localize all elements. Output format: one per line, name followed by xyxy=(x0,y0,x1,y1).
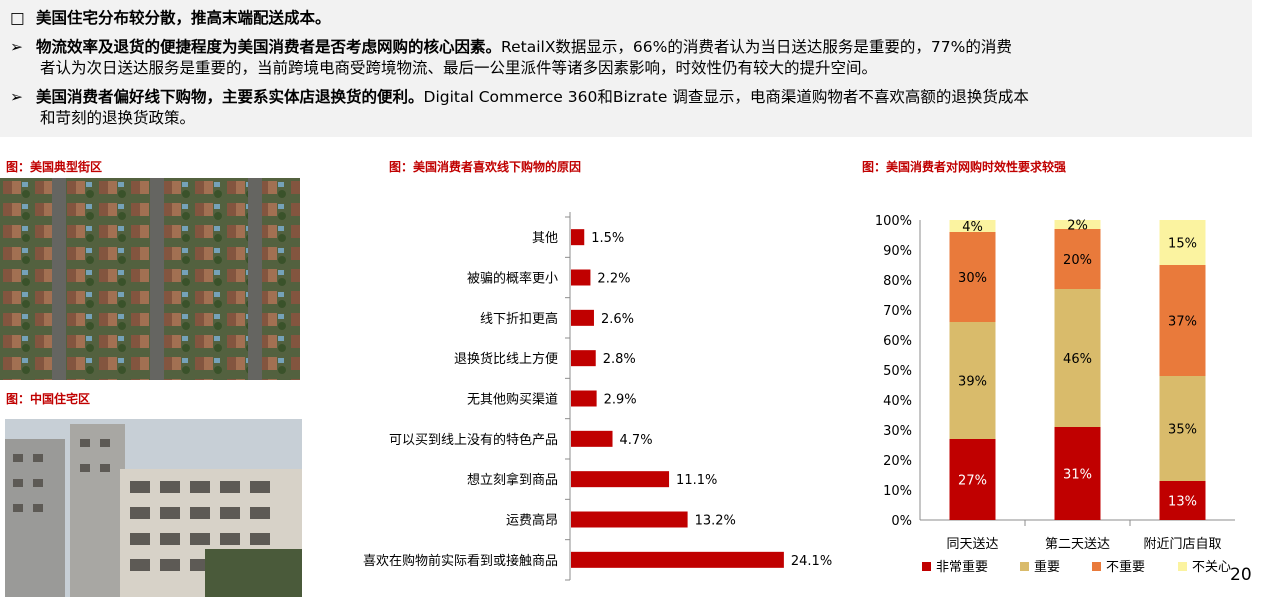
category-label: 第二天送达 xyxy=(1045,537,1110,552)
category-label: 同天送达 xyxy=(946,537,998,552)
legend-label: 非常重要 xyxy=(936,559,988,575)
summary-point-2-line-2: 和苛刻的退换货政策。 xyxy=(40,109,196,127)
category-label: 喜欢在购物前实际看到或接触商品 xyxy=(363,553,558,569)
segment-label: 46% xyxy=(1063,352,1092,367)
category-label: 其他 xyxy=(532,231,558,246)
cn-residential-photo xyxy=(5,419,302,597)
bar xyxy=(571,309,594,326)
y-tick-label: 90% xyxy=(883,244,912,259)
data-label: 1.5% xyxy=(591,231,624,246)
stacked-segment xyxy=(949,220,996,232)
data-label: 11.1% xyxy=(676,473,717,488)
segment-label: 31% xyxy=(1063,468,1092,483)
stacked-segment xyxy=(1054,289,1101,427)
legend-swatch xyxy=(922,562,931,571)
category-label: 无其他购买渠道 xyxy=(467,392,558,408)
y-tick-label: 40% xyxy=(883,394,912,409)
y-tick-label: 10% xyxy=(883,484,912,499)
segment-label: 35% xyxy=(1168,423,1197,438)
caption-offline-reasons: 图：美国消费者喜欢线下购物的原因 xyxy=(389,160,582,174)
category-label: 运费高昂 xyxy=(506,513,558,529)
summary-box: □ 美国住宅分布较分散，推高末端配送成本。 ➢ 物流效率及退货的便捷程度为美国消费者… xyxy=(0,0,1252,137)
y-tick-label: 100% xyxy=(875,214,912,229)
arrow-bullet-icon: ➢ xyxy=(10,38,23,56)
bar xyxy=(571,229,585,246)
timeliness-chart: 0% 10% 20% 30% 40% 50% 60% 70% 80% 90% 100% 27% 39% 3… xyxy=(875,214,1235,575)
category-label: 退换货比线上方便 xyxy=(454,351,558,367)
summary-point-1-line-2: 者认为次日送达服务是重要的，当前跨境电商受跨境物流、最后一公里派件等诸多因素影响… xyxy=(40,59,878,77)
y-tick-label: 0% xyxy=(891,514,912,529)
us-neighborhood-photo xyxy=(0,178,300,380)
data-label: 2.2% xyxy=(597,272,630,287)
stacked-segment xyxy=(949,322,996,439)
summary-point-2: ➢ 美国消费者偏好线下购物，主要系实体店退换货的便利。Digital Commer… xyxy=(10,88,1029,106)
bar xyxy=(571,471,670,488)
bar xyxy=(571,430,613,447)
category-label: 被骗的概率更小 xyxy=(467,271,558,287)
stacked-segment xyxy=(1159,265,1206,376)
data-label: 13.2% xyxy=(695,514,736,529)
y-tick-label: 80% xyxy=(883,274,912,289)
summary-point-1: ➢ 物流效率及退货的便捷程度为美国消费者是否考虑网购的核心因素。RetailX数据… xyxy=(10,38,1012,56)
segment-label: 20% xyxy=(1063,253,1092,268)
square-bullet-icon: □ xyxy=(10,9,25,27)
stacked-segment xyxy=(1054,220,1101,229)
legend-label: 不重要 xyxy=(1106,559,1145,575)
legend-swatch xyxy=(1092,562,1101,571)
segment-label: 39% xyxy=(958,375,987,390)
segment-label: 30% xyxy=(958,271,987,286)
y-tick-label: 70% xyxy=(883,304,912,319)
segment-label: 13% xyxy=(1168,495,1197,510)
data-label: 4.7% xyxy=(620,433,653,448)
segment-label: 15% xyxy=(1168,237,1197,252)
stacked-segment xyxy=(1159,481,1206,520)
page-number: 20 xyxy=(1230,565,1252,585)
y-tick-label: 50% xyxy=(883,364,912,379)
stacked-segment xyxy=(949,232,996,322)
legend-label: 重要 xyxy=(1034,559,1060,575)
segment-label: 4% xyxy=(962,220,983,235)
data-label: 2.6% xyxy=(601,312,634,327)
bar xyxy=(571,511,688,528)
legend-label: 不关心 xyxy=(1192,560,1231,575)
data-label: 24.1% xyxy=(791,554,832,569)
bar xyxy=(571,390,597,407)
legend-swatch xyxy=(1178,562,1187,571)
category-label: 想立刻拿到商品 xyxy=(467,472,558,488)
category-label: 附近门店自取 xyxy=(1143,537,1221,552)
bar xyxy=(571,350,596,367)
stacked-segment xyxy=(1159,376,1206,481)
segment-label: 27% xyxy=(958,474,987,489)
bar xyxy=(571,269,591,286)
us-neighborhood-image xyxy=(0,178,300,380)
stacked-segment xyxy=(1054,229,1101,289)
offline-reasons-chart: 其他 1.5% 被骗的概率更小 2.2% 线下折扣更高 2.6% 退换货比线上方便 2.8% 无… xyxy=(363,212,832,581)
category-label: 线下折扣更高 xyxy=(480,311,558,327)
summary-heading: □ 美国住宅分布较分散，推高末端配送成本。 xyxy=(10,9,331,27)
segment-label: 37% xyxy=(1168,315,1197,330)
caption-us-block: 图：美国典型街区 xyxy=(6,160,103,174)
data-label: 2.8% xyxy=(603,352,636,367)
y-tick-label: 30% xyxy=(883,424,912,439)
stacked-segment xyxy=(949,439,996,520)
category-label: 可以买到线上没有的特色产品 xyxy=(389,432,558,448)
stacked-segment xyxy=(1054,427,1101,520)
stacked-segment xyxy=(1159,220,1206,265)
y-tick-label: 60% xyxy=(883,334,912,349)
caption-cn-residential: 图：中国住宅区 xyxy=(6,392,91,406)
bar xyxy=(571,551,784,568)
arrow-bullet-icon: ➢ xyxy=(10,88,23,106)
caption-timeliness: 图：美国消费者对网购时效性要求较强 xyxy=(862,160,1067,174)
data-label: 2.9% xyxy=(604,393,637,408)
segment-label: 2% xyxy=(1067,219,1088,234)
cn-residential-image xyxy=(5,419,302,597)
legend-swatch xyxy=(1020,562,1029,571)
y-tick-label: 20% xyxy=(883,454,912,469)
